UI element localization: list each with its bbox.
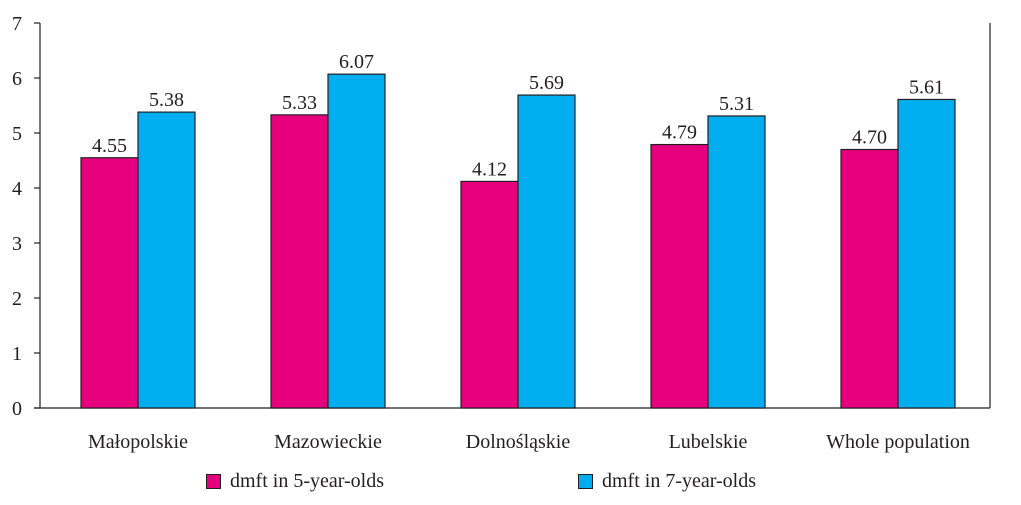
x-category-label: Mazowieckie [274,431,382,453]
bars [80,73,956,409]
x-category-label: Dolnośląskie [466,431,571,453]
bar-5-year [80,157,139,409]
legend-item-5-year: dmft in 5-year-olds [206,470,384,493]
y-tick-label: 2 [12,288,22,310]
bar-5-year [840,148,899,409]
bar-7-year [327,73,386,409]
bar-7-year [137,111,196,409]
x-category-label: Małopolskie [88,431,188,453]
data-label: 5.38 [149,89,184,111]
y-tick-label: 6 [12,68,22,90]
data-label: 4.55 [92,135,127,157]
data-labels: 4.55 5.38 5.33 6.07 4.12 5.69 4.79 5.31 4.70 5.61 [92,51,944,180]
data-label: 6.07 [339,51,374,73]
y-tick-label: 3 [12,233,22,255]
y-tick-label: 7 [12,13,22,35]
legend-label-7-year: dmft in 7-year-olds [602,470,757,492]
data-label: 5.61 [909,76,944,98]
data-label: 4.70 [852,127,887,149]
legend: dmft in 5-year-olds dmft in 7-year-olds [0,470,1021,500]
legend-swatch-7-year [578,474,593,489]
data-label: 5.69 [529,72,564,94]
y-tick-label: 5 [12,123,22,145]
bar-7-year [517,94,576,409]
x-category-label: Lubelskie [669,431,748,453]
bar-5-year [650,143,709,409]
bar-7-year [707,115,766,409]
bar-7-year [897,98,956,409]
legend-label-5-year: dmft in 5-year-olds [230,470,385,492]
data-label: 4.79 [662,122,697,144]
y-axis-ticks: 0 1 2 3 4 5 6 7 [12,13,40,420]
bar-5-year [460,180,519,409]
bar-5-year [270,114,329,409]
x-category-label: Whole population [826,431,970,453]
y-tick-label: 4 [12,178,22,200]
bar-chart: 0 1 2 3 4 5 6 7 4.55 5.38 5.33 6.07 4.12 5.69 4.79 5.3… [12,13,991,453]
legend-item-7-year: dmft in 7-year-olds [578,470,756,493]
data-label: 4.12 [472,158,507,180]
y-tick-label: 1 [12,343,22,365]
x-axis-labels: Małopolskie Mazowieckie Dolnośląskie Lubels… [88,431,970,453]
data-label: 5.31 [719,93,754,115]
legend-swatch-5-year [206,474,221,489]
y-tick-label: 0 [12,398,22,420]
data-label: 5.33 [282,92,317,114]
